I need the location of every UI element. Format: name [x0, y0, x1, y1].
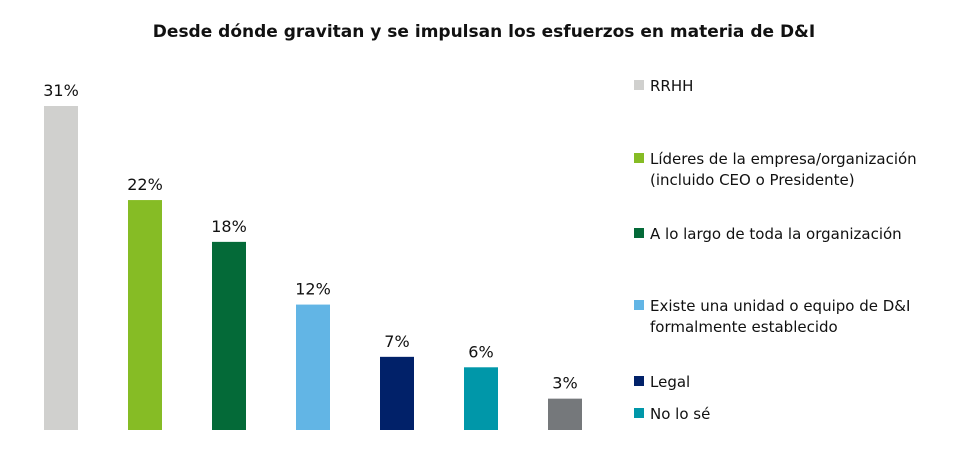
value-label-toda-organizacion: 18%	[211, 217, 247, 236]
legend-swatch-unidad-di	[634, 300, 644, 310]
value-label-legal: 7%	[384, 332, 409, 351]
bar-otro	[548, 398, 582, 430]
legend-item-no-lo-se: No lo sé	[634, 404, 710, 425]
value-label-rrhh: 31%	[43, 81, 79, 100]
legend-swatch-toda-organizacion	[634, 228, 644, 238]
legend-label-no-lo-se: No lo sé	[650, 405, 711, 423]
bar-rrhh	[44, 106, 78, 430]
legend-item-rrhh: RRHH	[634, 76, 693, 97]
bar-unidad-di	[296, 304, 330, 430]
value-label-no-lo-se: 6%	[468, 342, 493, 361]
chart-legend: RRHH Líderes de la empresa/organización …	[634, 0, 964, 460]
value-label-otro: 3%	[552, 374, 577, 393]
value-label-lideres: 22%	[127, 175, 163, 194]
bar-legal	[380, 356, 414, 430]
legend-swatch-no-lo-se	[634, 408, 644, 418]
bar-no-lo-se	[464, 367, 498, 430]
bar-chart-plot: 31% 22% 18% 12% 7% 6% 3%	[43, 81, 582, 430]
bar-lideres	[128, 200, 162, 430]
legend-swatch-legal	[634, 376, 644, 386]
bar-toda-organizacion	[212, 241, 246, 430]
legend-item-lideres: Líderes de la empresa/organización (incl…	[634, 149, 950, 191]
legend-swatch-lideres	[634, 153, 644, 163]
chart-title: Desde dónde gravitan y se impulsan los e…	[152, 22, 816, 42]
legend-label-unidad-di: Existe una unidad o equipo de D&I formal…	[650, 297, 911, 336]
legend-item-legal: Legal	[634, 372, 690, 393]
legend-item-toda-organizacion: A lo largo de toda la organización	[634, 224, 902, 245]
legend-label-toda-organizacion: A lo largo de toda la organización	[650, 225, 902, 243]
value-label-unidad-di: 12%	[295, 280, 331, 299]
legend-label-rrhh: RRHH	[650, 77, 694, 95]
legend-label-legal: Legal	[650, 373, 691, 391]
legend-swatch-rrhh	[634, 80, 644, 90]
legend-label-lideres: Líderes de la empresa/organización (incl…	[650, 150, 917, 189]
legend-item-unidad-di: Existe una unidad o equipo de D&I formal…	[634, 296, 940, 338]
